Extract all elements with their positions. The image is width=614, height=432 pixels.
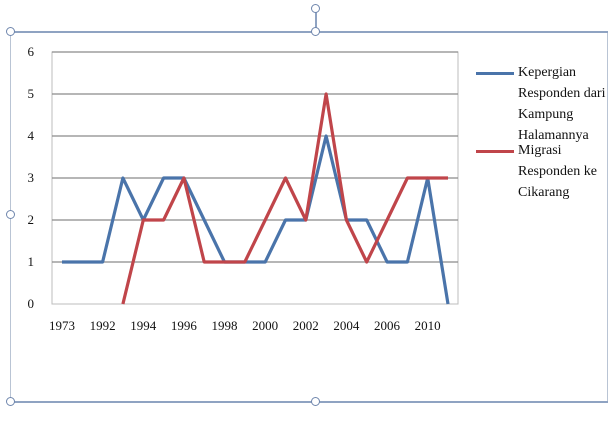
rotation-handle[interactable] (311, 4, 320, 13)
selection-bottom-border (10, 401, 608, 403)
y-tick-label: 6 (28, 44, 35, 59)
y-tick-label: 2 (28, 212, 35, 227)
y-tick-label: 1 (28, 254, 35, 269)
resize-handle-left[interactable] (6, 210, 15, 219)
series-line-kepergian (62, 134, 450, 305)
legend-entry-kepergian: Kepergian Responden dari Kampung Halaman… (474, 62, 614, 146)
resize-handle-top-left[interactable] (6, 27, 15, 36)
x-tick-label: 2006 (374, 318, 401, 333)
series-line-migrasi (121, 92, 448, 305)
x-tick-label: 2002 (293, 318, 319, 333)
legend-entry-migrasi: Migrasi Responden ke Cikarang (474, 140, 614, 203)
resize-handle-bottom-left[interactable] (6, 397, 15, 406)
x-tick-label: 1973 (49, 318, 75, 333)
x-tick-label: 2004 (333, 318, 360, 333)
selection-top-border (10, 31, 608, 33)
resize-handle-top[interactable] (311, 27, 320, 36)
x-tick-label: 2010 (415, 318, 441, 333)
rotation-handle-stem (315, 8, 317, 32)
x-tick-label: 1998 (212, 318, 238, 333)
x-tick-label: 1992 (90, 318, 116, 333)
y-tick-label: 5 (28, 86, 35, 101)
legend: Kepergian Responden dari Kampung Halaman… (474, 62, 614, 203)
x-tick-label: 1994 (130, 318, 157, 333)
legend-swatch-migrasi (476, 150, 514, 153)
x-tick-label: 1996 (171, 318, 198, 333)
legend-label-migrasi: Migrasi Responden ke Cikarang (518, 143, 597, 200)
legend-label-kepergian: Kepergian Responden dari Kampung Halaman… (518, 65, 606, 143)
resize-handle-bottom[interactable] (311, 397, 320, 406)
x-tick-label: 2000 (252, 318, 278, 333)
y-tick-label: 0 (28, 296, 35, 311)
y-tick-label: 4 (28, 128, 35, 143)
legend-swatch-kepergian (476, 72, 514, 75)
y-tick-label: 3 (28, 170, 35, 185)
